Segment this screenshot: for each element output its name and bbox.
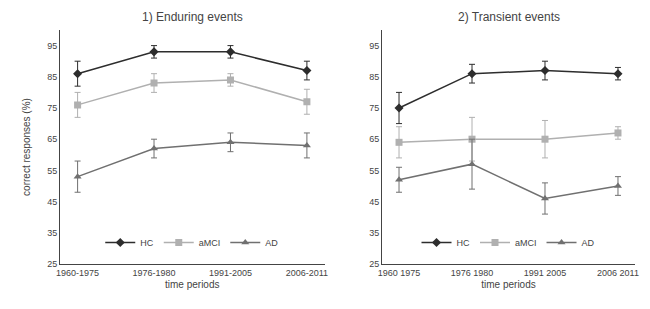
svg-text:95: 95 bbox=[369, 41, 379, 51]
svg-text:85: 85 bbox=[47, 72, 57, 82]
svg-text:1976 1980: 1976 1980 bbox=[451, 268, 494, 278]
svg-text:25: 25 bbox=[47, 259, 57, 269]
svg-text:45: 45 bbox=[369, 197, 379, 207]
svg-text:65: 65 bbox=[47, 134, 57, 144]
svg-text:1960 1975: 1960 1975 bbox=[378, 268, 421, 278]
svg-text:aMCI: aMCI bbox=[515, 238, 537, 248]
svg-text:AD: AD bbox=[582, 238, 595, 248]
svg-text:correct responses (%): correct responses (%) bbox=[21, 98, 32, 196]
svg-text:HC: HC bbox=[140, 238, 153, 248]
svg-text:55: 55 bbox=[47, 166, 57, 176]
svg-text:25: 25 bbox=[369, 259, 379, 269]
svg-text:1991-2005: 1991-2005 bbox=[209, 268, 252, 278]
svg-text:aMCI: aMCI bbox=[199, 238, 221, 248]
svg-text:75: 75 bbox=[47, 103, 57, 113]
svg-text:2) Transient events: 2) Transient events bbox=[458, 10, 560, 24]
svg-text:time periods: time periods bbox=[165, 279, 219, 290]
svg-text:2006 2011: 2006 2011 bbox=[597, 268, 639, 278]
svg-text:1) Enduring events: 1) Enduring events bbox=[142, 10, 243, 24]
svg-text:1991 2005: 1991 2005 bbox=[524, 268, 567, 278]
svg-text:55: 55 bbox=[369, 166, 379, 176]
svg-text:75: 75 bbox=[369, 103, 379, 113]
svg-text:85: 85 bbox=[369, 72, 379, 82]
svg-text:2006-2011: 2006-2011 bbox=[286, 268, 328, 278]
svg-text:35: 35 bbox=[369, 228, 379, 238]
svg-text:95: 95 bbox=[47, 41, 57, 51]
svg-text:1976-1980: 1976-1980 bbox=[133, 268, 176, 278]
svg-text:35: 35 bbox=[47, 228, 57, 238]
svg-text:AD: AD bbox=[265, 238, 278, 248]
svg-text:1960-1975: 1960-1975 bbox=[56, 268, 99, 278]
svg-text:45: 45 bbox=[47, 197, 57, 207]
svg-text:HC: HC bbox=[457, 238, 470, 248]
svg-text:65: 65 bbox=[369, 134, 379, 144]
svg-text:time periods: time periods bbox=[481, 279, 535, 290]
